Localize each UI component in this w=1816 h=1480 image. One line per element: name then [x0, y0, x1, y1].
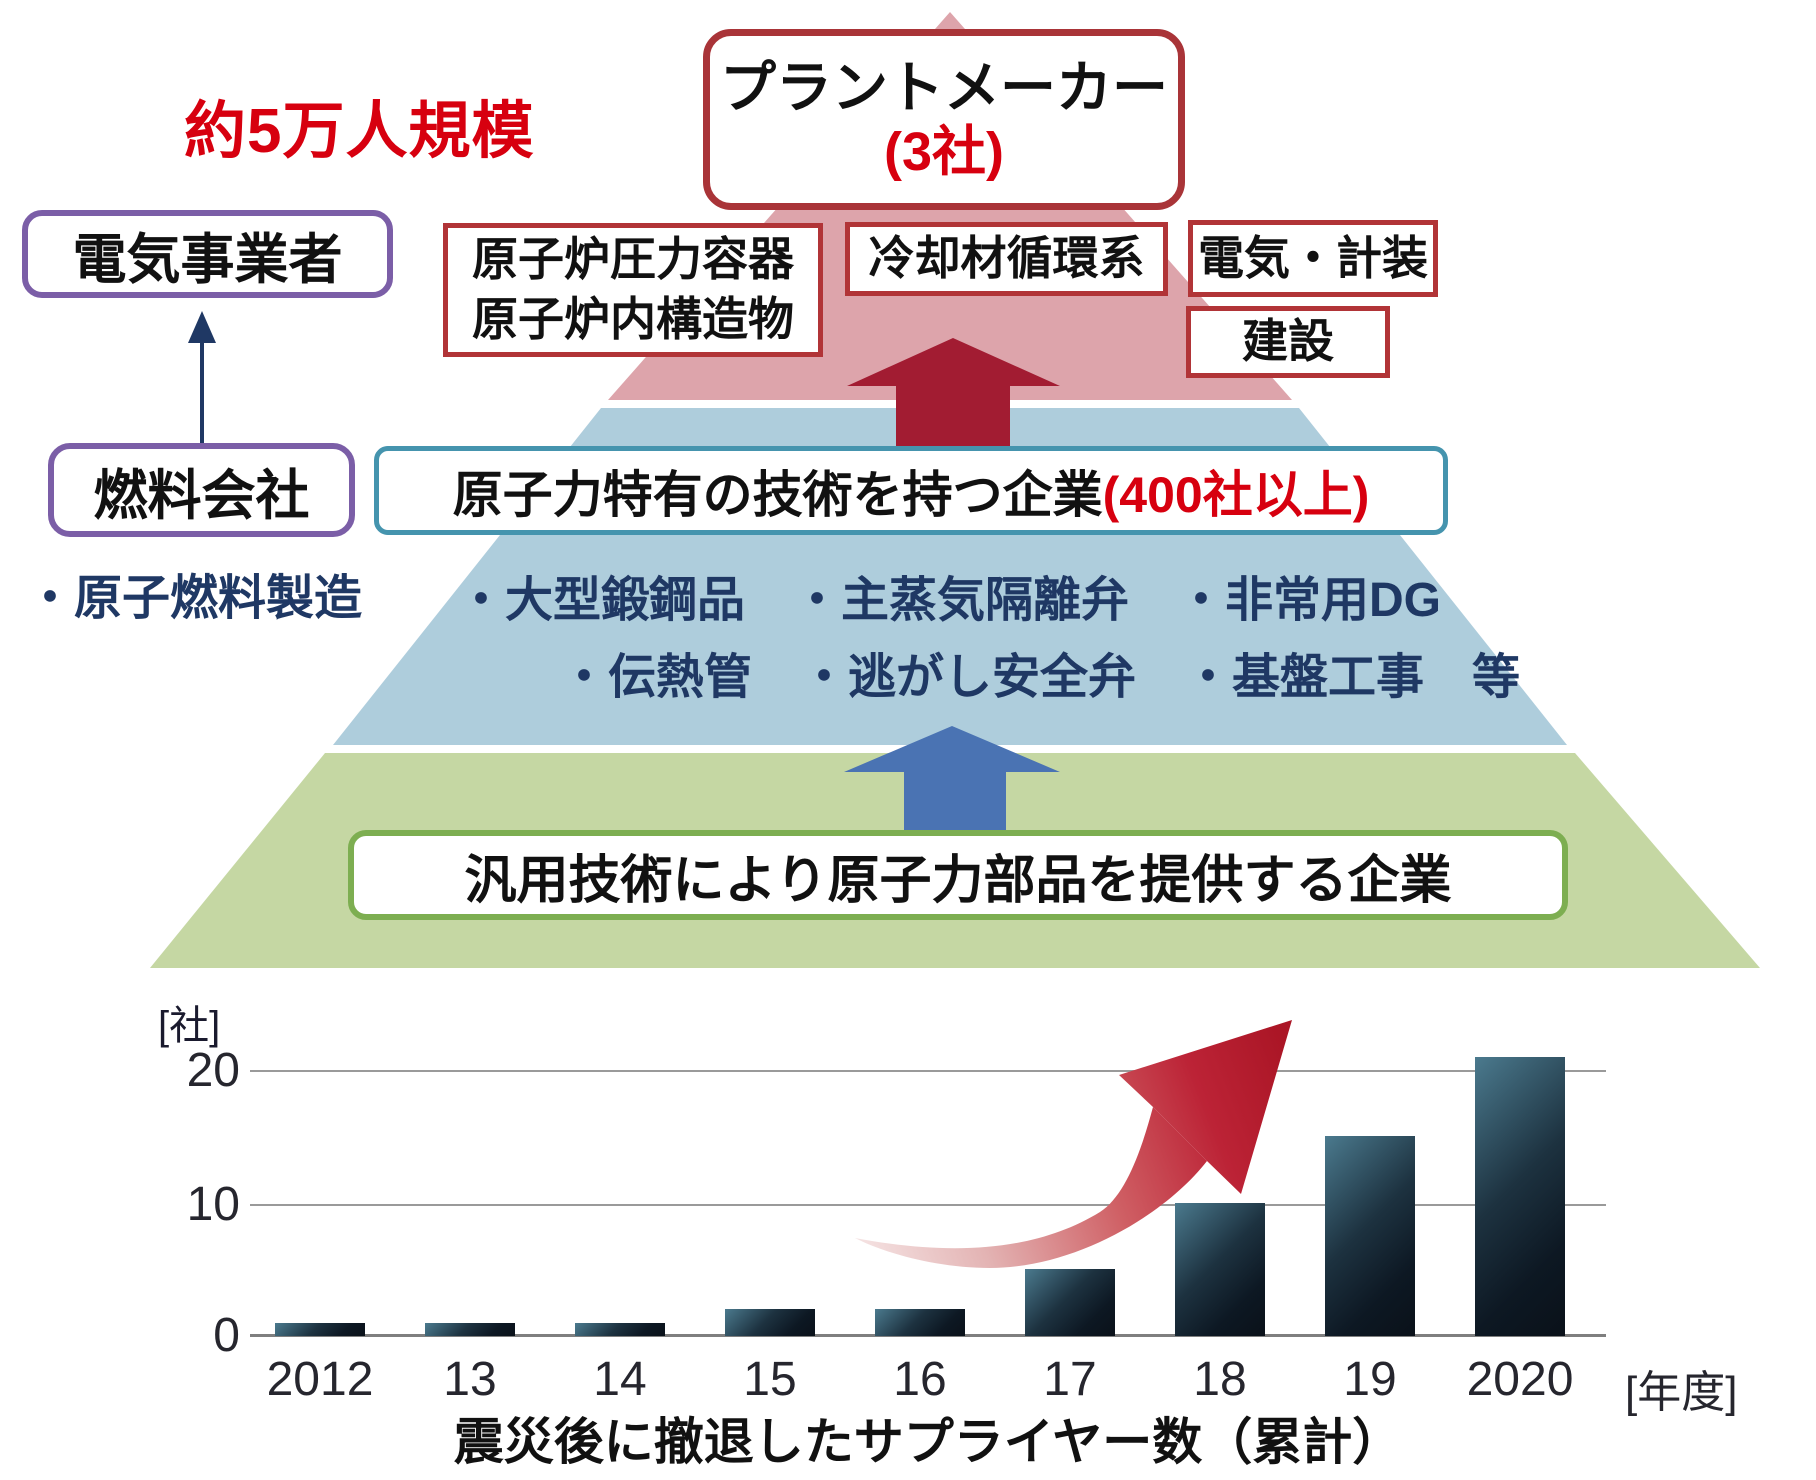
bar-15 — [725, 1309, 815, 1336]
x-tick-label: 15 — [743, 1353, 797, 1406]
x-tick-label: 2020 — [1466, 1353, 1574, 1406]
x-tick-label: 14 — [593, 1353, 647, 1406]
y-axis-unit-label: [社] — [158, 1004, 221, 1048]
tier2-heading: 原子力特有の技術を持つ企業 — [452, 466, 1103, 523]
x-tick-label: 18 — [1193, 1353, 1247, 1406]
bar-2020 — [1475, 1057, 1565, 1336]
bar-14 — [575, 1323, 665, 1336]
bar-2012 — [275, 1323, 365, 1336]
plant-maker-count: (3社) — [884, 121, 1004, 182]
x-tick-label: 17 — [1043, 1353, 1097, 1406]
reactor-vessel-line1: 原子炉圧力容器 — [472, 233, 794, 286]
reactor-vessel-line2: 原子炉内構造物 — [472, 293, 794, 345]
x-tick-label: 13 — [443, 1353, 497, 1406]
supply-chain-arrow-icon — [188, 311, 216, 445]
general-technology-companies-box: 汎用技術により原子力部品を提供する企業 — [348, 830, 1568, 920]
bar-17 — [1025, 1269, 1115, 1336]
y-tick-label: 0 — [213, 1309, 240, 1362]
y-tick-label: 20 — [186, 1044, 240, 1097]
workforce-scale-label: 約5万人規模 — [184, 97, 535, 166]
reactor-vessel-box: 原子炉圧力容器 原子炉内構造物 — [443, 223, 823, 357]
gridline-20 — [250, 1070, 1606, 1072]
construction-box: 建設 — [1186, 306, 1390, 378]
x-axis-unit-label: [年度] — [1625, 1368, 1738, 1417]
y-tick-label: 10 — [186, 1178, 240, 1231]
fuel-company-box: 燃料会社 — [48, 443, 355, 537]
bar-16 — [875, 1309, 965, 1336]
plant-maker-box: プラントメーカー (3社) — [703, 29, 1185, 210]
nuclear-specific-companies-box: 原子力特有の技術を持つ企業 (400社以上) — [374, 446, 1448, 535]
fuel-company-note: ・原子燃料製造 — [26, 572, 363, 625]
electric-instrumentation-box: 電気・計装 — [1188, 220, 1438, 297]
bar-18 — [1175, 1203, 1265, 1336]
x-tick-label: 16 — [893, 1353, 947, 1406]
bar-13 — [425, 1323, 515, 1336]
x-tick-label: 2012 — [266, 1353, 374, 1406]
gridline-10 — [250, 1204, 1606, 1206]
chart-title: 震災後に撤退したサプライヤー数（累計） — [444, 1402, 1413, 1480]
x-tick-label: 19 — [1343, 1353, 1397, 1406]
tier2-count: (400社以上) — [1102, 466, 1370, 523]
electric-utility-box: 電気事業者 — [22, 210, 393, 298]
tier2-items-row1: ・大型鍛鋼品 ・主蒸気隔離弁 ・非常用DG — [457, 574, 1442, 627]
coolant-system-box: 冷却材循環系 — [845, 222, 1168, 296]
trend-swoosh-arrow-icon — [855, 1020, 1292, 1268]
plant-maker-title: プラントメーカー — [720, 56, 1168, 120]
chart-title-wrap: 震災後に撤退したサプライヤー数（累計） — [250, 1402, 1606, 1480]
bar-19 — [1325, 1136, 1415, 1336]
tier2-items-row2: ・伝熱管 ・逃がし安全弁 ・基盤工事 等 — [560, 651, 1521, 704]
